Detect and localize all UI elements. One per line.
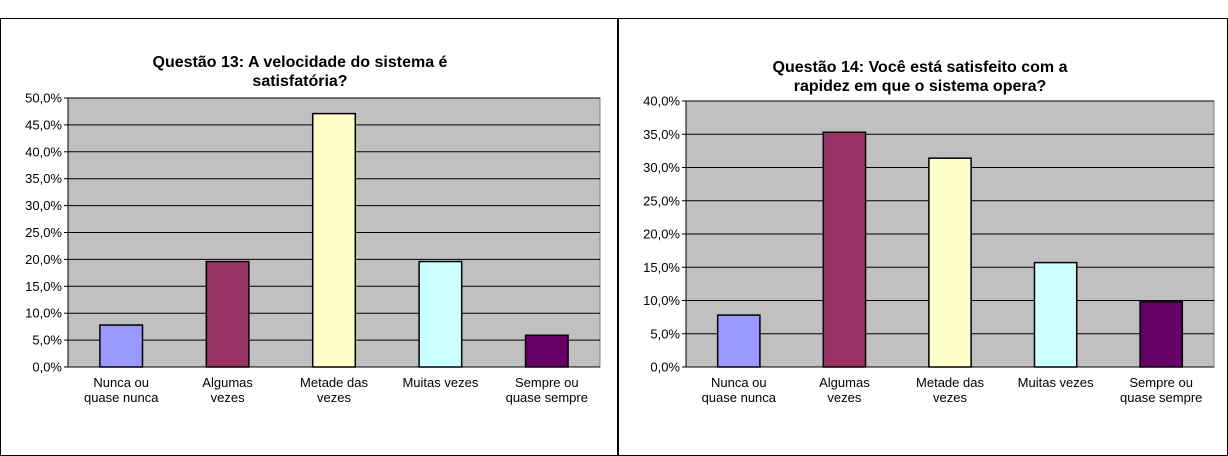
- x-tick-label: Metade das vezes: [300, 375, 368, 405]
- bar: [205, 260, 250, 368]
- y-tick-label: 25,0%: [25, 225, 62, 240]
- x-tick-label: Nunca ou quase nunca: [702, 375, 777, 405]
- bar: [1033, 261, 1078, 368]
- x-tick-label: Metade das vezes: [916, 375, 984, 405]
- y-tick-label: 25,0%: [643, 193, 680, 208]
- y-tick-label: 5,0%: [650, 326, 680, 341]
- bar: [99, 324, 144, 368]
- bar: [418, 260, 463, 368]
- y-tick-label: 40,0%: [25, 144, 62, 159]
- y-tick-label: 0,0%: [650, 360, 680, 375]
- y-tick-label: 0,0%: [32, 360, 62, 375]
- bar: [524, 334, 569, 368]
- y-tick-label: 20,0%: [25, 252, 62, 267]
- y-tick-label: 5,0%: [32, 333, 62, 348]
- chart-title: Questão 14: Você está satisfeito com a ra…: [773, 59, 1068, 95]
- x-tick-label: Algumas vezes: [819, 375, 870, 405]
- bar: [822, 131, 867, 368]
- y-tick-label: 10,0%: [25, 306, 62, 321]
- y-tick-label: 30,0%: [25, 198, 62, 213]
- y-tick-label: 20,0%: [643, 227, 680, 242]
- y-tick-label: 40,0%: [643, 94, 680, 109]
- x-tick-label: Muitas vezes: [402, 375, 478, 390]
- x-tick-label: Muitas vezes: [1018, 375, 1094, 390]
- y-tick-label: 50,0%: [25, 91, 62, 106]
- bar: [716, 314, 761, 368]
- y-tick-label: 10,0%: [643, 293, 680, 308]
- y-tick-label: 15,0%: [25, 279, 62, 294]
- y-tick-label: 15,0%: [643, 260, 680, 275]
- y-tick-label: 35,0%: [25, 171, 62, 186]
- x-tick-label: Algumas vezes: [202, 375, 253, 405]
- bar: [1139, 301, 1184, 368]
- y-tick-label: 45,0%: [25, 117, 62, 132]
- chart-title: Questão 13: A velocidade do sistema é sat…: [153, 54, 448, 90]
- bar: [311, 112, 357, 368]
- bar: [928, 157, 972, 368]
- x-tick-label: Sempre ou quase sempre: [1120, 375, 1202, 405]
- x-tick-label: Sempre ou quase sempre: [506, 375, 588, 405]
- x-tick-label: Nunca ou quase nunca: [84, 375, 159, 405]
- y-tick-label: 30,0%: [643, 160, 680, 175]
- y-tick-label: 35,0%: [643, 127, 680, 142]
